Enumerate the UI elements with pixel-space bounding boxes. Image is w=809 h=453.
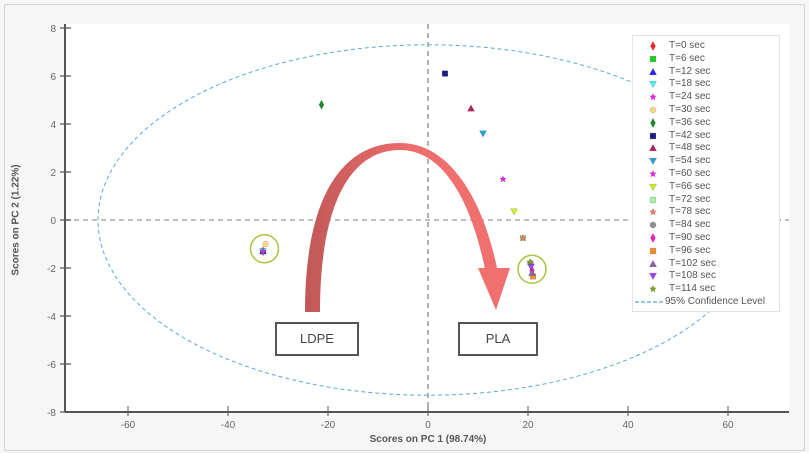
triangle-up-marker-icon: [648, 259, 658, 267]
legend-label: T=48 sec: [669, 142, 711, 154]
x-tick-label: -60: [121, 420, 136, 431]
triangle-down-marker-icon: [648, 273, 658, 281]
y-axis-label: Scores on PC 2 (1.22%): [10, 164, 22, 276]
cluster-circle: [249, 234, 280, 264]
y-tick-label: -8: [47, 408, 56, 419]
legend-label: T=0 sec: [669, 40, 705, 51]
y-tick-label: 6: [50, 72, 56, 83]
triangle-up-marker-icon: [648, 67, 658, 75]
star-marker-icon: [648, 208, 658, 216]
data-point: [259, 247, 267, 255]
data-point: [526, 257, 534, 266]
data-point: [262, 240, 269, 248]
legend-label: T=42 sec: [669, 129, 711, 141]
square-marker-icon: [649, 132, 657, 139]
triangle-down-marker-icon: [648, 81, 658, 89]
x-tick-label: -20: [321, 420, 336, 431]
pla-label-box: PLA: [458, 322, 538, 356]
data-point: [499, 175, 507, 183]
legend-label: T=108 sec: [669, 270, 716, 282]
legend-label: T=24 sec: [669, 91, 711, 103]
dashed-line-icon: [635, 301, 663, 303]
diamond-marker-icon: [650, 117, 656, 128]
x-tick-label: 0: [425, 420, 431, 431]
ldpe-label-box: LDPE: [275, 322, 359, 356]
star-marker-icon: [648, 92, 658, 101]
circle-marker-icon: [649, 221, 657, 229]
data-point: [318, 99, 325, 110]
diamond-marker-icon: [650, 40, 656, 52]
x-axis-label: Scores on PC 1 (98.74%): [369, 434, 487, 445]
data-point: [510, 208, 518, 216]
legend-label: T=6 sec: [669, 52, 705, 64]
legend-label: T=54 sec: [669, 155, 711, 167]
data-point: [479, 130, 487, 138]
y-tick-label: -4: [47, 312, 56, 323]
y-tick-label: 0: [50, 216, 56, 227]
x-tick-label: 60: [722, 420, 734, 431]
legend: T=0 sec T=6 sec T=12 sec T=18 sec T=24 sec T=…: [632, 35, 780, 312]
data-point: [519, 233, 527, 242]
legend-label: T=90 sec: [669, 232, 711, 243]
diamond-marker-icon: [650, 232, 656, 244]
x-tick-label: -40: [221, 420, 236, 431]
data-point: [467, 104, 475, 112]
legend-label: T=66 sec: [669, 180, 711, 192]
x-tick-label: 20: [522, 420, 534, 431]
y-tick-label: 8: [50, 24, 56, 35]
x-tick-label: 40: [622, 420, 634, 431]
transition-arrow: [305, 143, 510, 312]
triangle-up-marker-icon: [648, 144, 658, 152]
legend-label: T=84 sec: [669, 219, 711, 231]
y-tick-label: -2: [47, 264, 56, 275]
data-point: [528, 268, 536, 276]
legend-label: T=36 sec: [669, 116, 711, 128]
legend-label: T=78 sec: [669, 206, 711, 218]
legend-label: T=30 sec: [669, 104, 711, 115]
legend-label: T=114 sec: [669, 283, 716, 295]
star-marker-icon: [648, 169, 658, 178]
triangle-down-marker-icon: [648, 183, 658, 191]
y-tick-label: 2: [50, 168, 56, 179]
circle-marker-icon: [649, 106, 657, 114]
legend-label: T=12 sec: [669, 65, 711, 77]
triangle-down-marker-icon: [648, 158, 658, 166]
legend-label: 95% Confidence Level: [665, 296, 766, 307]
legend-label: T=18 sec: [669, 78, 711, 90]
legend-label: T=102 sec: [669, 257, 716, 269]
legend-label: T=96 sec: [669, 244, 711, 256]
square-marker-icon: [649, 247, 657, 254]
legend-label: T=72 sec: [669, 193, 711, 205]
y-tick-label: -6: [47, 360, 56, 371]
star-marker-icon: [648, 284, 658, 293]
legend-label: T=60 sec: [669, 168, 711, 179]
cluster-circle: [517, 254, 547, 284]
square-marker-icon: [649, 55, 657, 62]
data-point: [441, 70, 449, 77]
y-tick-label: 4: [50, 120, 56, 131]
square-marker-icon: [649, 196, 657, 203]
